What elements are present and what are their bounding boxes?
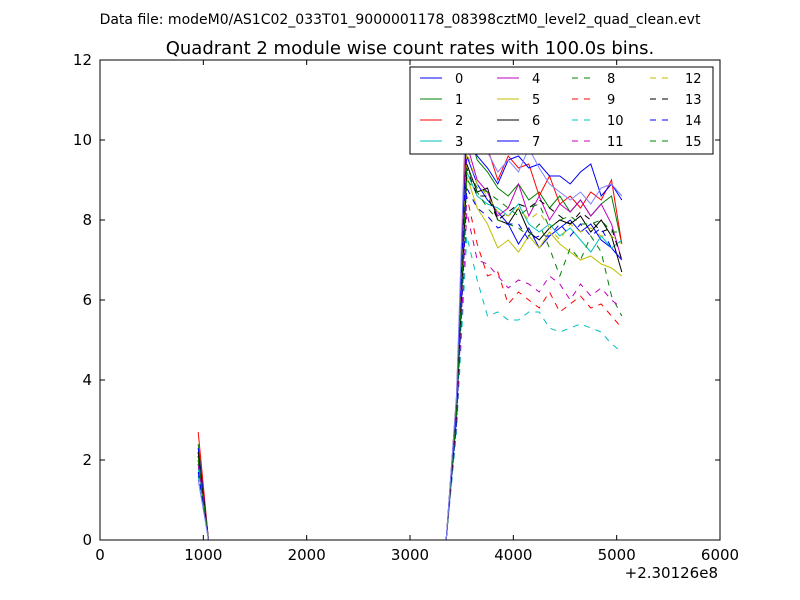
y-tick-label: 0: [82, 531, 92, 549]
chart-title: Quadrant 2 module wise count rates with …: [166, 38, 655, 59]
y-tick-label: 4: [82, 371, 92, 389]
y-tick-label: 2: [82, 451, 92, 469]
y-tick-label: 8: [82, 211, 92, 229]
legend-label-0: 0: [455, 72, 463, 87]
legend-label-7: 7: [532, 135, 540, 150]
x-tick-label: 3000: [391, 546, 429, 564]
legend-label-12: 12: [685, 72, 702, 87]
legend-label-4: 4: [532, 72, 540, 87]
legend-frame: [409, 66, 714, 155]
legend-label-5: 5: [532, 93, 540, 108]
x-tick-label: 5000: [598, 546, 636, 564]
legend-label-10: 10: [607, 114, 624, 129]
series-line-9: [197, 195, 623, 541]
legend-label-9: 9: [607, 93, 615, 108]
series-line-15: [197, 166, 622, 541]
legend-label-1: 1: [455, 93, 463, 108]
legend-label-8: 8: [607, 72, 615, 87]
x-offset-label: +2.30126e8: [625, 564, 718, 582]
legend-label-2: 2: [455, 114, 463, 129]
figure-suptitle: Data file: modeM0/AS1C02_033T01_90000011…: [100, 12, 701, 28]
legend-label-6: 6: [532, 114, 540, 129]
legend-label-3: 3: [455, 135, 463, 150]
x-tick-label: 6000: [701, 546, 739, 564]
legend-label-13: 13: [685, 93, 702, 108]
legend-label-15: 15: [685, 135, 702, 150]
y-tick-label: 6: [82, 291, 92, 309]
legend-label-14: 14: [685, 114, 702, 129]
legend-label-11: 11: [607, 135, 624, 150]
x-tick-label: 0: [95, 546, 105, 564]
y-tick-label: 12: [73, 51, 92, 69]
x-tick-label: 2000: [288, 546, 326, 564]
y-tick-label: 10: [73, 131, 92, 149]
x-tick-label: 4000: [494, 546, 532, 564]
x-tick-label: 1000: [184, 546, 222, 564]
